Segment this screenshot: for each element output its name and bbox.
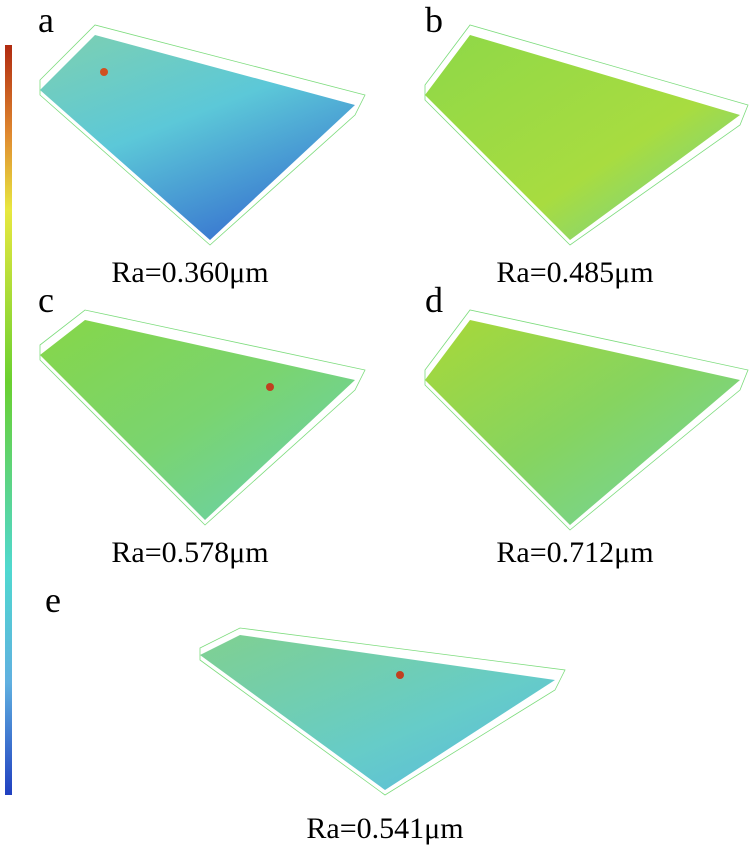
plot-box [424,24,749,246]
peak [396,671,404,679]
surface [40,320,355,520]
panel-b: b Ra=0.485μm [424,0,749,289]
panel-label: d [425,280,443,320]
surface [425,35,740,240]
caption: Ra=0.712μm [496,536,653,569]
panel-label: b [425,0,443,40]
peak [266,383,274,391]
caption: Ra=0.578μm [111,536,268,569]
peak [100,68,108,76]
surface [40,35,355,240]
plot-box [39,309,366,526]
panel-label: e [45,580,61,620]
plot-box [39,24,366,246]
panel-d: d Ra=0.712μm [424,280,749,569]
caption: Ra=0.360μm [111,256,268,289]
plot-box [424,309,749,531]
color-bar [5,45,12,795]
caption: Ra=0.485μm [496,256,653,289]
panel-e: e Ra=0.541μm [45,580,566,845]
surface [200,635,555,790]
panel-label: c [38,280,54,320]
caption: Ra=0.541μm [306,812,463,845]
panel-label: a [38,0,54,40]
plot-box [199,627,566,796]
surface [425,320,740,525]
panel-a: a Ra=0.360μm [38,0,366,289]
panel-c: c Ra=0.578μm [38,280,366,569]
